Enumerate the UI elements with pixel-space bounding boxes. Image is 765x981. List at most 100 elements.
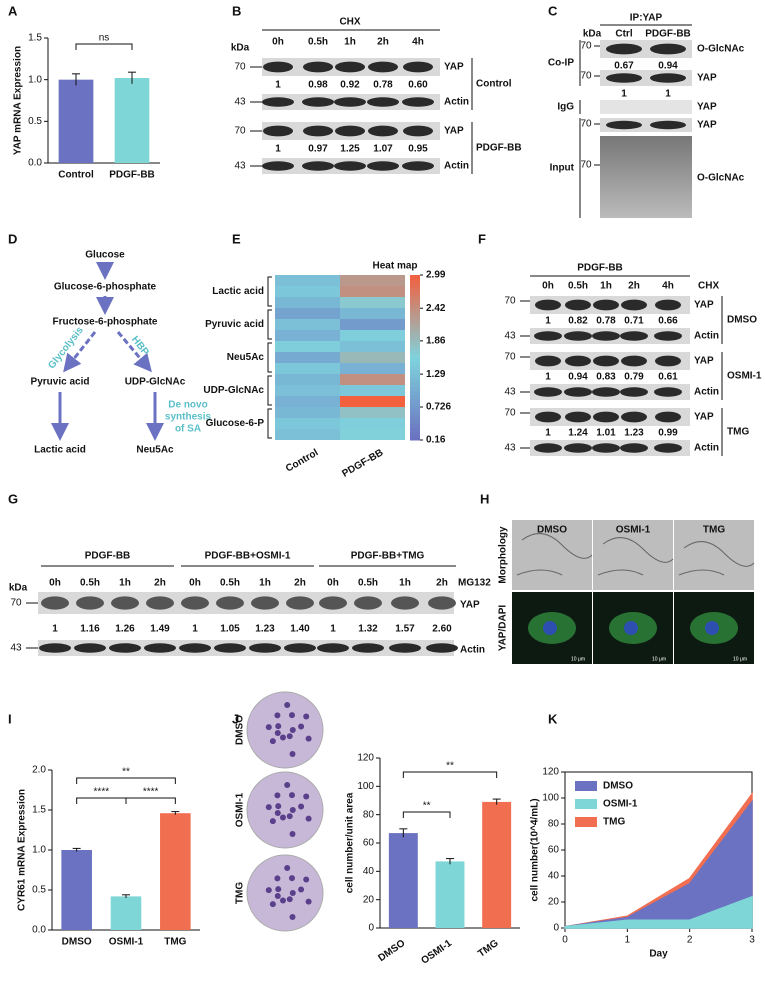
- pathway-name: HBP: [129, 334, 151, 358]
- blot-band: [39, 643, 71, 653]
- band-label: Actin: [444, 161, 469, 172]
- area: [564, 895, 753, 929]
- group-bracket: [267, 342, 272, 373]
- lane-label: 0h: [272, 37, 284, 48]
- kda-marker: 70: [580, 160, 592, 171]
- ratio: 0.67: [614, 61, 634, 72]
- blot-band: [535, 299, 561, 311]
- blot-band: [284, 643, 316, 653]
- legend-label: TMG: [603, 817, 625, 828]
- blot-band: [181, 596, 209, 610]
- kda-marker: 70: [580, 71, 592, 82]
- group-label: Control: [476, 79, 512, 90]
- heatmap-cell: [340, 319, 405, 330]
- cell-dot: [265, 724, 272, 731]
- lane-label: 0.5h: [358, 578, 378, 589]
- ratio: 1.23: [255, 624, 275, 635]
- ratio: 1.23: [624, 428, 644, 439]
- lane-label: 0.5h: [80, 578, 100, 589]
- blot-band: [389, 643, 421, 653]
- panel-label: K: [548, 711, 558, 726]
- lane-label: 2h: [628, 281, 640, 292]
- row-label: Morphology: [498, 526, 509, 584]
- bar: [435, 861, 465, 928]
- ratio: 0.78: [596, 316, 616, 327]
- cell-dot: [303, 876, 310, 883]
- colorbar-step: [410, 316, 420, 321]
- blot-band: [402, 161, 434, 171]
- blot-band: [654, 331, 682, 341]
- ratio: 0.94: [658, 61, 678, 72]
- panel-label: E: [232, 231, 241, 246]
- colorbar-step: [410, 312, 420, 317]
- y-tick-label: 0: [553, 923, 559, 934]
- panel-label: G: [8, 491, 18, 506]
- row-label: DMSO: [235, 715, 246, 745]
- bar: [110, 896, 142, 930]
- lane-label: 1h: [259, 578, 271, 589]
- kda-label: kDa: [583, 29, 602, 40]
- y-tick-label: 1.5: [28, 33, 42, 44]
- legend-swatch: [575, 781, 597, 791]
- band-label: O-GlcNAc: [697, 44, 745, 55]
- colorbar-step: [410, 361, 420, 367]
- blot-band: [335, 61, 365, 73]
- heatmap-cell: [275, 341, 340, 352]
- blot-band: [535, 355, 561, 367]
- scale-label: 10 μm: [733, 656, 747, 662]
- band-label: YAP: [694, 412, 714, 423]
- colorbar-step: [410, 324, 420, 330]
- pathway-node: Glucose: [85, 250, 125, 261]
- heatmap-cell: [275, 363, 340, 374]
- colorbar-step: [410, 275, 420, 280]
- lane-label: 0h: [327, 578, 339, 589]
- y-tick-label: 100: [357, 781, 374, 792]
- blot-band: [111, 596, 139, 610]
- row-group-label: Glucose-6-P: [206, 418, 265, 429]
- band-label: YAP: [697, 102, 717, 113]
- y-tick-label: 60: [363, 838, 375, 849]
- kda-marker: 70: [504, 296, 516, 307]
- heatmap-cell: [340, 396, 405, 407]
- colorbar-step: [410, 283, 420, 288]
- blot-band: [41, 596, 69, 610]
- colorbar-step: [410, 303, 420, 309]
- band-label: Actin: [444, 97, 469, 108]
- colorbar-label: 2.99: [426, 270, 446, 281]
- row-group-label: Lactic acid: [212, 286, 264, 297]
- y-axis-label: cell number(10^4/mL): [530, 798, 541, 901]
- cell-dot: [289, 727, 296, 733]
- ratio: 1.01: [596, 428, 616, 439]
- bar: [61, 850, 92, 930]
- y-tick-label: 100: [542, 793, 559, 804]
- colorbar-step: [410, 407, 420, 412]
- heatmap-cell: [340, 418, 405, 429]
- cell-dot: [284, 781, 291, 788]
- blot-band: [564, 331, 592, 341]
- bar: [160, 813, 191, 930]
- cell-dot: [284, 864, 291, 871]
- blot-band: [319, 596, 347, 610]
- colorbar-step: [410, 332, 420, 338]
- pathway-node: Lactic acid: [34, 445, 86, 456]
- blot-band: [620, 331, 648, 341]
- y-tick-label: 120: [542, 767, 559, 778]
- cell-dot: [305, 735, 312, 742]
- column-label: OSMI-1: [616, 525, 651, 536]
- kda-marker: 70: [504, 408, 516, 419]
- colorbar-step: [410, 320, 420, 325]
- heatmap-cell: [340, 363, 405, 374]
- significance-label: **: [446, 761, 454, 772]
- blot-band: [655, 355, 681, 367]
- blot-band: [654, 387, 682, 397]
- blot-band: [565, 355, 591, 367]
- ratio: 0.94: [568, 372, 588, 383]
- blot-band: [354, 596, 382, 610]
- legend-swatch: [575, 799, 597, 809]
- band-label: Actin: [460, 645, 485, 656]
- colorbar-step: [410, 398, 420, 404]
- legend-swatch: [575, 817, 597, 827]
- heatmap-cell: [340, 352, 405, 363]
- group-label: PDGF-BB: [476, 143, 522, 154]
- lane-label: PDGF-BB: [645, 29, 691, 40]
